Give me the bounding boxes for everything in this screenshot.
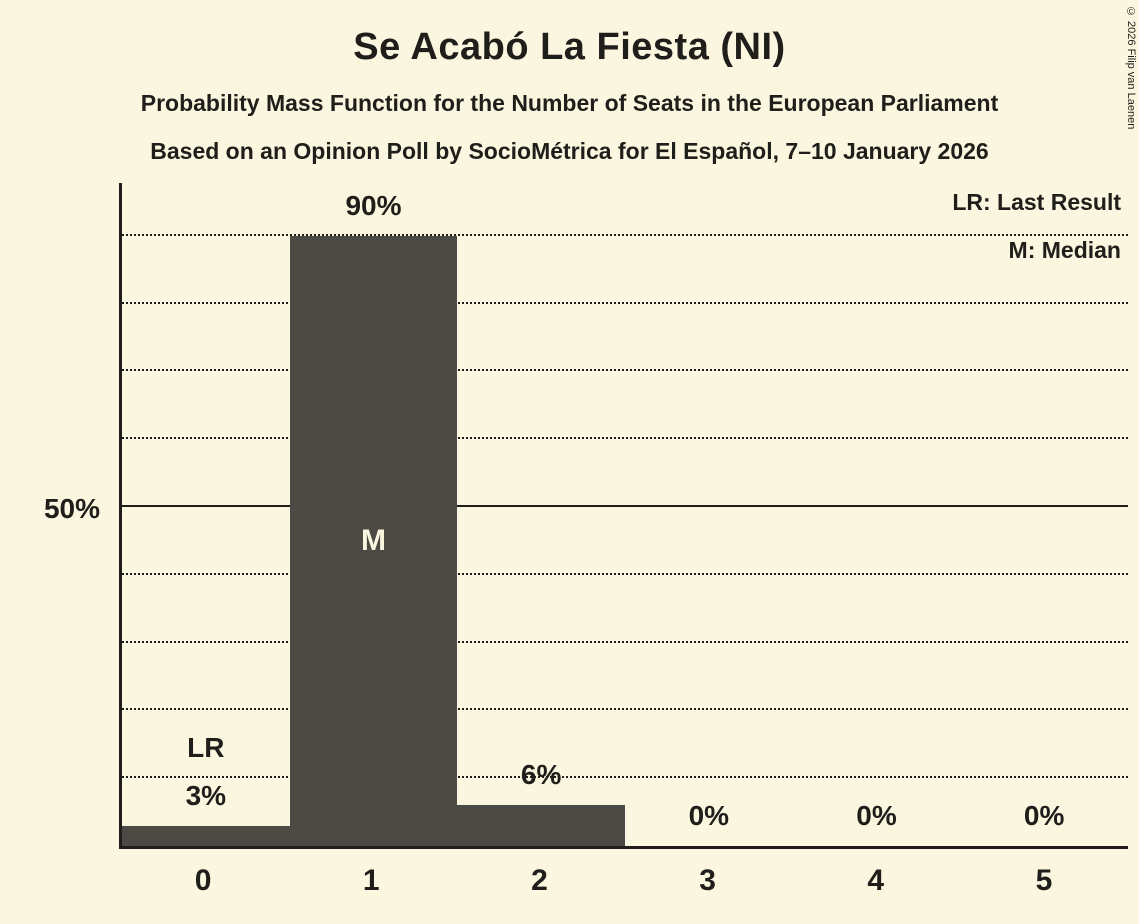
chart-subtitle-line1: Probability Mass Function for the Number… <box>140 90 999 116</box>
gridline-dotted-60 <box>122 437 1128 440</box>
x-axis-tick-3: 3 <box>699 864 716 897</box>
gridline-dotted-70 <box>122 369 1128 372</box>
x-axis-tick-1: 1 <box>362 864 380 897</box>
last-result-marker-label: LR <box>187 731 225 763</box>
bar-value-label-seats-1: 90% <box>345 189 402 221</box>
legend-item-last-result: LR: Last Result <box>952 189 1121 215</box>
gridline-dotted-80 <box>122 301 1128 304</box>
y-axis-tick-label-50: 50% <box>43 493 100 524</box>
bar-value-label-seats-5: 0% <box>1023 800 1065 831</box>
x-axis-tick-4: 4 <box>867 864 885 897</box>
chart-title: Se Acabó La Fiesta (NI) <box>353 26 786 68</box>
plot-area: 3% 90% 6% 0% 0% 0% LR M <box>119 183 1128 849</box>
bar-seats-2 <box>457 805 625 846</box>
median-marker-label: M <box>360 523 386 557</box>
gridline-dotted-20 <box>122 708 1128 711</box>
bar-seats-1 <box>289 235 458 846</box>
gridline-dotted-30 <box>122 640 1128 643</box>
x-axis-tick-5: 5 <box>1035 864 1053 897</box>
bar-value-label-seats-3: 0% <box>688 800 730 831</box>
legend-item-median: M: Median <box>1008 237 1121 263</box>
bar-value-label-seats-2: 6% <box>520 759 562 791</box>
chart-subtitle-line2: Based on an Opinion Poll by SocioMétrica… <box>150 138 989 164</box>
gridline-dotted-40 <box>122 572 1128 575</box>
gridline-dotted-10 <box>122 776 1128 779</box>
bar-value-label-seats-0: 3% <box>185 779 227 811</box>
bar-seats-0 <box>122 825 290 846</box>
gridline-dotted-90 <box>122 233 1128 236</box>
x-axis-tick-2: 2 <box>531 864 548 897</box>
bar-value-label-seats-4: 0% <box>856 800 897 831</box>
x-axis-tick-labels: 0 1 2 3 4 5 <box>119 864 1128 898</box>
legend: LR: Last Result M: Median <box>952 178 1121 274</box>
copyright-notice: © 2026 Filip van Laenen <box>1125 6 1137 130</box>
gridline-solid-50 <box>122 505 1128 507</box>
x-axis-tick-0: 0 <box>194 864 212 897</box>
